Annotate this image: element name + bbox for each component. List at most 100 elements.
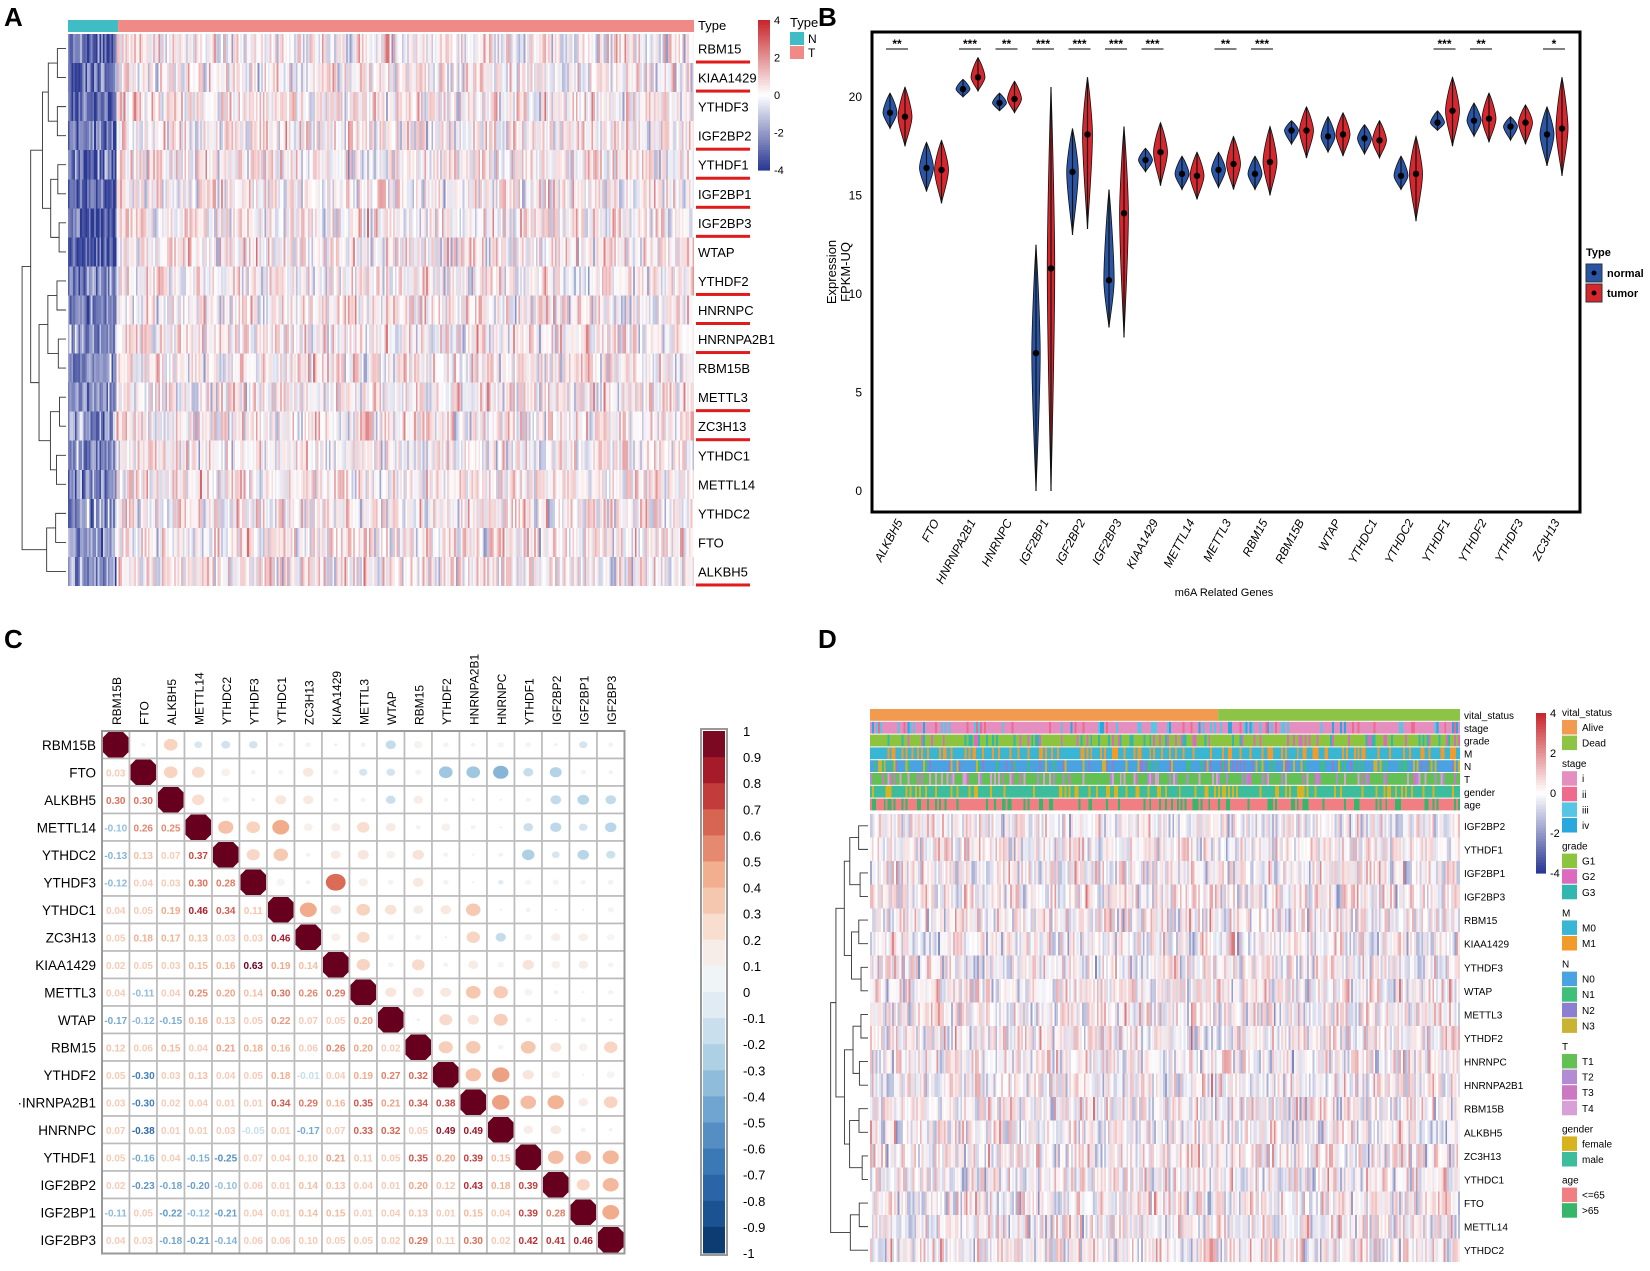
correlation-value: 0.25 — [189, 988, 209, 999]
correlation-ellipse — [444, 936, 447, 939]
diagonal-marker — [433, 1062, 459, 1088]
correlation-ellipse — [358, 878, 368, 887]
row-label: YTHDF3 — [43, 875, 96, 890]
correlation-value: 0.39 — [519, 1181, 539, 1192]
violin-normal-median — [1434, 119, 1441, 126]
correlation-ellipse — [332, 769, 339, 775]
correlation-ellipse — [547, 1150, 564, 1164]
correlation-ellipse — [576, 1179, 590, 1191]
matrix-cell — [101, 895, 131, 925]
matrix-cell — [156, 1005, 186, 1035]
significance-stars: *** — [1072, 37, 1086, 51]
correlation-value: 0.04 — [106, 988, 126, 999]
matrix-cell — [101, 867, 131, 897]
x-tick-label: METTL14 — [1161, 517, 1198, 570]
correlation-ellipse — [306, 880, 311, 885]
diagonal-marker — [185, 814, 211, 840]
column-label: METTL3 — [357, 679, 371, 725]
colorbar-segment — [703, 913, 725, 941]
legend-swatch — [1562, 1100, 1577, 1116]
correlation-value: 0.05 — [106, 1071, 126, 1082]
colorbar-segment — [758, 40, 770, 44]
colorbar-segment — [758, 115, 770, 119]
legend-swatch — [1562, 771, 1577, 786]
legend-label: tumor — [1607, 288, 1639, 300]
row-label: IGF2BP1 — [40, 1205, 96, 1220]
correlation-ellipse — [415, 934, 422, 940]
legend-dot — [1591, 290, 1597, 296]
colorbar-segment — [703, 1174, 725, 1202]
correlation-ellipse — [578, 823, 588, 831]
correlation-ellipse — [553, 743, 558, 747]
correlation-ellipse — [333, 743, 338, 747]
column-label: YTHDF2 — [440, 678, 454, 725]
correlation-value: 0.14 — [244, 988, 264, 999]
correlation-value: 0.15 — [464, 1208, 484, 1219]
colorbar-segment — [1536, 862, 1546, 866]
colorbar-segment — [703, 939, 725, 967]
violin-normal-median — [1032, 349, 1040, 357]
colorbar-segment — [758, 147, 770, 151]
panel-letter: C — [4, 624, 23, 654]
matrix-cell — [101, 1197, 131, 1227]
violin-tumor-median — [1376, 137, 1383, 144]
correlation-value: 0.05 — [134, 906, 154, 917]
matrix-cell — [376, 1225, 406, 1255]
x-tick-label: YTHDC2 — [1382, 517, 1417, 566]
panel-letters: A B C D — [4, 2, 837, 654]
colorbar-tick: -0.5 — [743, 1116, 765, 1131]
track-alive — [870, 709, 1219, 721]
panel-a-heatmap: Type RBM15 KIAA1429 YTHDF3 IGF2BP2 YTHDF1 IGF2… — [21, 15, 818, 587]
dendrogram-branch — [46, 527, 66, 572]
correlation-value: 0.06 — [244, 1236, 264, 1247]
colorbar-segment — [1536, 747, 1546, 751]
correlation-value: 0.06 — [299, 1043, 319, 1054]
row-label: METTL3 — [698, 390, 748, 405]
correlation-value: 0.04 — [326, 1071, 346, 1082]
correlation-ellipse — [497, 1044, 504, 1050]
row-label: IGF2BP3 — [1464, 893, 1506, 904]
correlation-value: -0.15 — [159, 1016, 182, 1027]
correlation-ellipse — [360, 797, 366, 802]
colorbar-tick: -2 — [774, 128, 784, 140]
colorbar-segment — [758, 95, 770, 99]
row-label: RBM15 — [698, 42, 741, 57]
column-label: WTAP — [385, 691, 399, 725]
violin-tumor-median — [1230, 160, 1237, 168]
correlation-ellipse — [325, 873, 346, 891]
correlation-value: 0.07 — [244, 1153, 264, 1164]
dendrogram-branch — [849, 837, 861, 886]
correlation-value: 0.41 — [546, 1236, 566, 1247]
correlation-ellipse — [554, 1018, 557, 1021]
colorbar-segment — [1536, 843, 1546, 847]
correlation-ellipse — [605, 795, 617, 805]
correlation-value: 0.04 — [354, 1181, 374, 1192]
correlation-ellipse — [551, 1071, 561, 1079]
colorbar-tick: -0.7 — [743, 1168, 765, 1183]
matrix-cell — [211, 922, 241, 952]
correlation-ellipse — [221, 768, 231, 777]
correlation-value: 0.26 — [326, 1043, 346, 1054]
correlation-value: 0.05 — [326, 1016, 346, 1027]
dendrogram-branch — [858, 825, 868, 850]
dendrogram-branch — [30, 149, 43, 384]
matrix-cell — [128, 1170, 158, 1200]
correlation-ellipse — [522, 959, 534, 970]
colorbar-segment — [703, 731, 725, 758]
y-tick-label: 10 — [849, 287, 863, 301]
correlation-value: -0.10 — [104, 823, 127, 834]
dendrogram-branch — [56, 106, 66, 137]
legend-label: female — [1582, 1139, 1612, 1150]
correlation-value: 0.02 — [106, 961, 126, 972]
colorbar-segment — [1536, 830, 1546, 834]
correlation-value: 0.16 — [216, 961, 236, 972]
row-label: WTAP — [1464, 987, 1492, 998]
correlation-ellipse — [466, 931, 480, 943]
correlation-value: -0.20 — [187, 1181, 210, 1192]
correlation-value: -0.17 — [104, 1016, 127, 1027]
correlation-ellipse — [415, 769, 422, 775]
correlation-ellipse — [608, 1018, 613, 1022]
colorbar-segment — [758, 42, 770, 46]
correlation-ellipse — [607, 907, 614, 913]
significance-underline — [696, 351, 750, 355]
